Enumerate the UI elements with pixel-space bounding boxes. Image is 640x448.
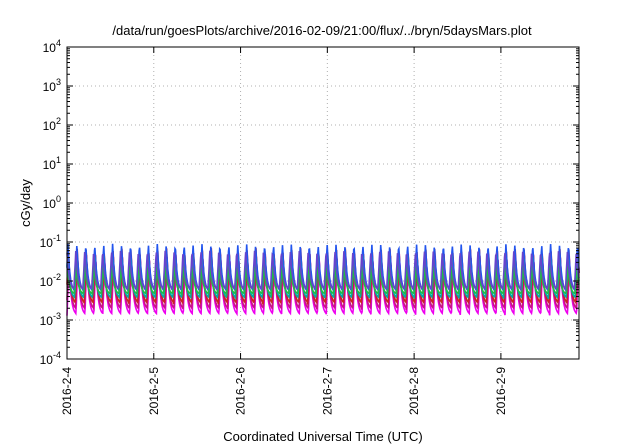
series-line	[66, 250, 580, 292]
series-line	[66, 253, 580, 312]
chart-title: /data/run/goesPlots/archive/2016-02-09/2…	[112, 23, 532, 38]
y-tick-base: 10	[40, 353, 54, 367]
y-tick-label: 10-1	[40, 233, 61, 250]
y-tick-label: 101	[43, 155, 61, 172]
y-tick-label: 10-3	[40, 311, 61, 328]
x-tick-label: 2016-2-5	[147, 367, 161, 415]
y-tick-exponent: -2	[53, 272, 61, 282]
y-tick-base: 10	[43, 41, 57, 55]
y-tick-exponent: 0	[56, 194, 61, 204]
series-layer	[66, 243, 580, 317]
y-tick-exponent: 4	[56, 38, 61, 48]
y-tick-exponent: -4	[53, 350, 61, 360]
y-tick-exponent: 1	[56, 155, 61, 165]
y-tick-base: 10	[43, 158, 57, 172]
x-tick-label: 2016-2-6	[234, 367, 248, 415]
y-tick-base: 10	[43, 119, 57, 133]
y-tick-exponent: -1	[53, 233, 61, 243]
y-tick-label: 10-4	[40, 350, 61, 367]
series-line	[66, 255, 580, 301]
y-axis-label: cGy/day	[18, 179, 33, 227]
x-tick-label: 2016-2-7	[320, 367, 334, 415]
y-tick-base: 10	[40, 314, 54, 328]
y-tick-label: 10-2	[40, 272, 61, 289]
y-tick-exponent: 3	[56, 77, 61, 87]
y-tick-base: 10	[43, 80, 57, 94]
y-tick-base: 10	[40, 236, 54, 250]
x-tick-label: 2016-2-8	[407, 367, 421, 415]
grid	[67, 47, 579, 359]
y-tick-exponent: 2	[56, 116, 61, 126]
ticks: 2016-2-4 2016-2-5 2016-2-6 2016-2-7 2016-2-8…	[40, 38, 579, 415]
y-tick-base: 10	[43, 197, 57, 211]
y-tick-label: 102	[43, 116, 61, 133]
x-tick-label: 2016-2-9	[494, 367, 508, 415]
y-tick-exponent: -3	[53, 311, 61, 321]
x-axis-label: Coordinated Universal Time (UTC)	[223, 429, 422, 444]
x-tick-label: 2016-2-4	[60, 367, 74, 415]
y-tick-label: 103	[43, 77, 61, 94]
y-tick-label: 104	[43, 38, 61, 55]
y-tick-base: 10	[40, 275, 54, 289]
series-line	[66, 265, 580, 298]
y-tick-label: 100	[43, 194, 61, 211]
